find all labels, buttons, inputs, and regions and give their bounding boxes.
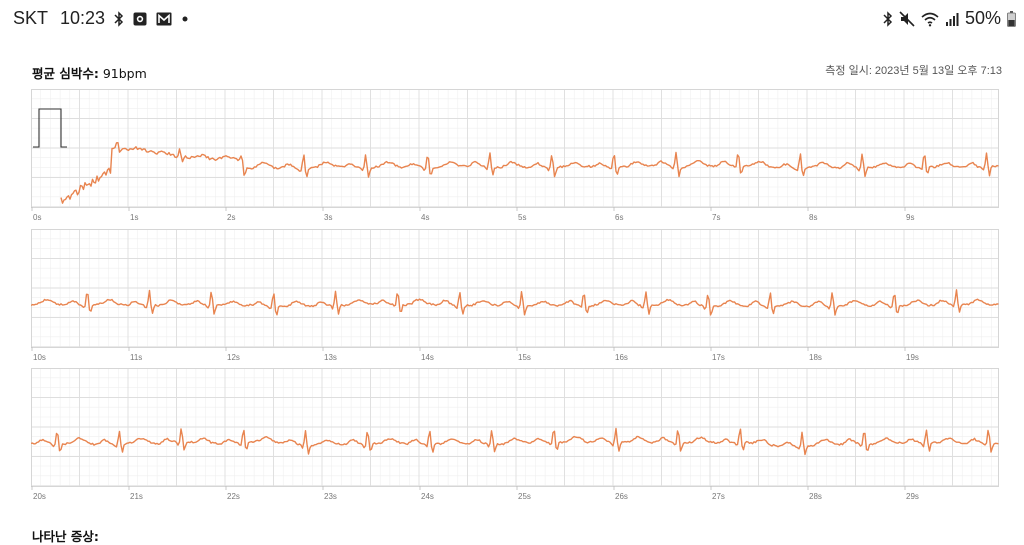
time-tick-label: 17s bbox=[712, 353, 725, 362]
time-tick-label: 14s bbox=[421, 353, 434, 362]
time-tick-label: 18s bbox=[809, 353, 822, 362]
notification-dot-icon bbox=[181, 15, 189, 23]
status-bar-right: 50% bbox=[883, 8, 1016, 29]
status-bar-left: SKT 10:23 bbox=[13, 8, 189, 29]
ecg-strip-3: 20s 21s 22s 23s 24s 25s 26s 27s 28s 29s bbox=[31, 368, 999, 502]
signal-icon bbox=[945, 12, 959, 26]
time-tick-label: 3s bbox=[324, 213, 332, 222]
time-tick-label: 12s bbox=[227, 353, 240, 362]
time-tick-label: 25s bbox=[518, 492, 531, 501]
time-tick-label: 7s bbox=[712, 213, 720, 222]
calibration-pulse bbox=[33, 108, 67, 148]
time-tick-label: 21s bbox=[130, 492, 143, 501]
ecg-strip-1: 0s 1s 2s 3s 4s 5s 6s 7s 8s 9s bbox=[31, 89, 999, 223]
avg-heart-rate-label: 평균 심박수: bbox=[32, 66, 99, 81]
ecg-strip-3-svg: 20s 21s 22s 23s 24s 25s 26s 27s 28s 29s bbox=[31, 368, 999, 501]
time-tick-label: 4s bbox=[421, 213, 429, 222]
ecg-strip-1-svg: 0s 1s 2s 3s 4s 5s 6s 7s 8s 9s bbox=[31, 89, 999, 222]
ecg-strip-2-svg: 10s 11s 12s 13s 14s 15s 16s 17s 18s 19s bbox=[31, 229, 999, 362]
record-icon bbox=[133, 12, 147, 26]
time-tick-label: 16s bbox=[615, 353, 628, 362]
time-tick-label: 20s bbox=[33, 492, 46, 501]
avg-heart-rate: 평균 심박수: 91bpm bbox=[32, 63, 147, 82]
battery-icon bbox=[1007, 10, 1016, 27]
bluetooth-icon bbox=[114, 10, 124, 27]
time-tick-label: 0s bbox=[33, 213, 41, 222]
ecg-strip-2: 10s 11s 12s 13s 14s 15s 16s 17s 18s 19s bbox=[31, 229, 999, 363]
battery-percent: 50% bbox=[964, 8, 1001, 28]
mute-icon bbox=[899, 10, 915, 27]
time-tick-label: 10s bbox=[33, 353, 46, 362]
clock: 10:23 bbox=[60, 8, 106, 28]
time-tick-label: 13s bbox=[324, 353, 337, 362]
time-tick-label: 5s bbox=[518, 213, 526, 222]
time-tick-label: 8s bbox=[809, 213, 817, 222]
time-tick-label: 28s bbox=[809, 492, 822, 501]
ecg-trace bbox=[60, 142, 999, 204]
bluetooth-icon bbox=[883, 10, 893, 27]
time-tick-label: 26s bbox=[615, 492, 628, 501]
time-tick-label: 19s bbox=[906, 353, 919, 362]
avg-heart-rate-value: 91bpm bbox=[102, 66, 147, 81]
time-tick-label: 2s bbox=[227, 213, 235, 222]
ecg-header: 평균 심박수: 91bpm 측정 일시: 2023년 5월 13일 오후 7:1… bbox=[32, 62, 1002, 82]
ecg-trace bbox=[31, 289, 999, 316]
ecg-trace bbox=[31, 427, 999, 456]
time-tick-label: 23s bbox=[324, 492, 337, 501]
time-tick-label: 24s bbox=[421, 492, 434, 501]
time-tick-label: 29s bbox=[906, 492, 919, 501]
measurement-date: 측정 일시: 2023년 5월 13일 오후 7:13 bbox=[825, 65, 1002, 77]
carrier-label: SKT bbox=[13, 8, 49, 28]
time-tick-label: 6s bbox=[615, 213, 623, 222]
time-tick-label: 9s bbox=[906, 213, 914, 222]
gmail-icon bbox=[156, 12, 172, 26]
time-tick-label: 15s bbox=[518, 353, 531, 362]
symptoms-title: 나타난 증상: bbox=[32, 529, 99, 544]
wifi-icon bbox=[921, 11, 939, 27]
time-tick-label: 22s bbox=[227, 492, 240, 501]
status-bar: SKT 10:23 50% bbox=[0, 0, 1024, 38]
time-tick-label: 11s bbox=[130, 353, 142, 362]
time-tick-label: 27s bbox=[712, 492, 725, 501]
time-tick-label: 1s bbox=[130, 213, 138, 222]
